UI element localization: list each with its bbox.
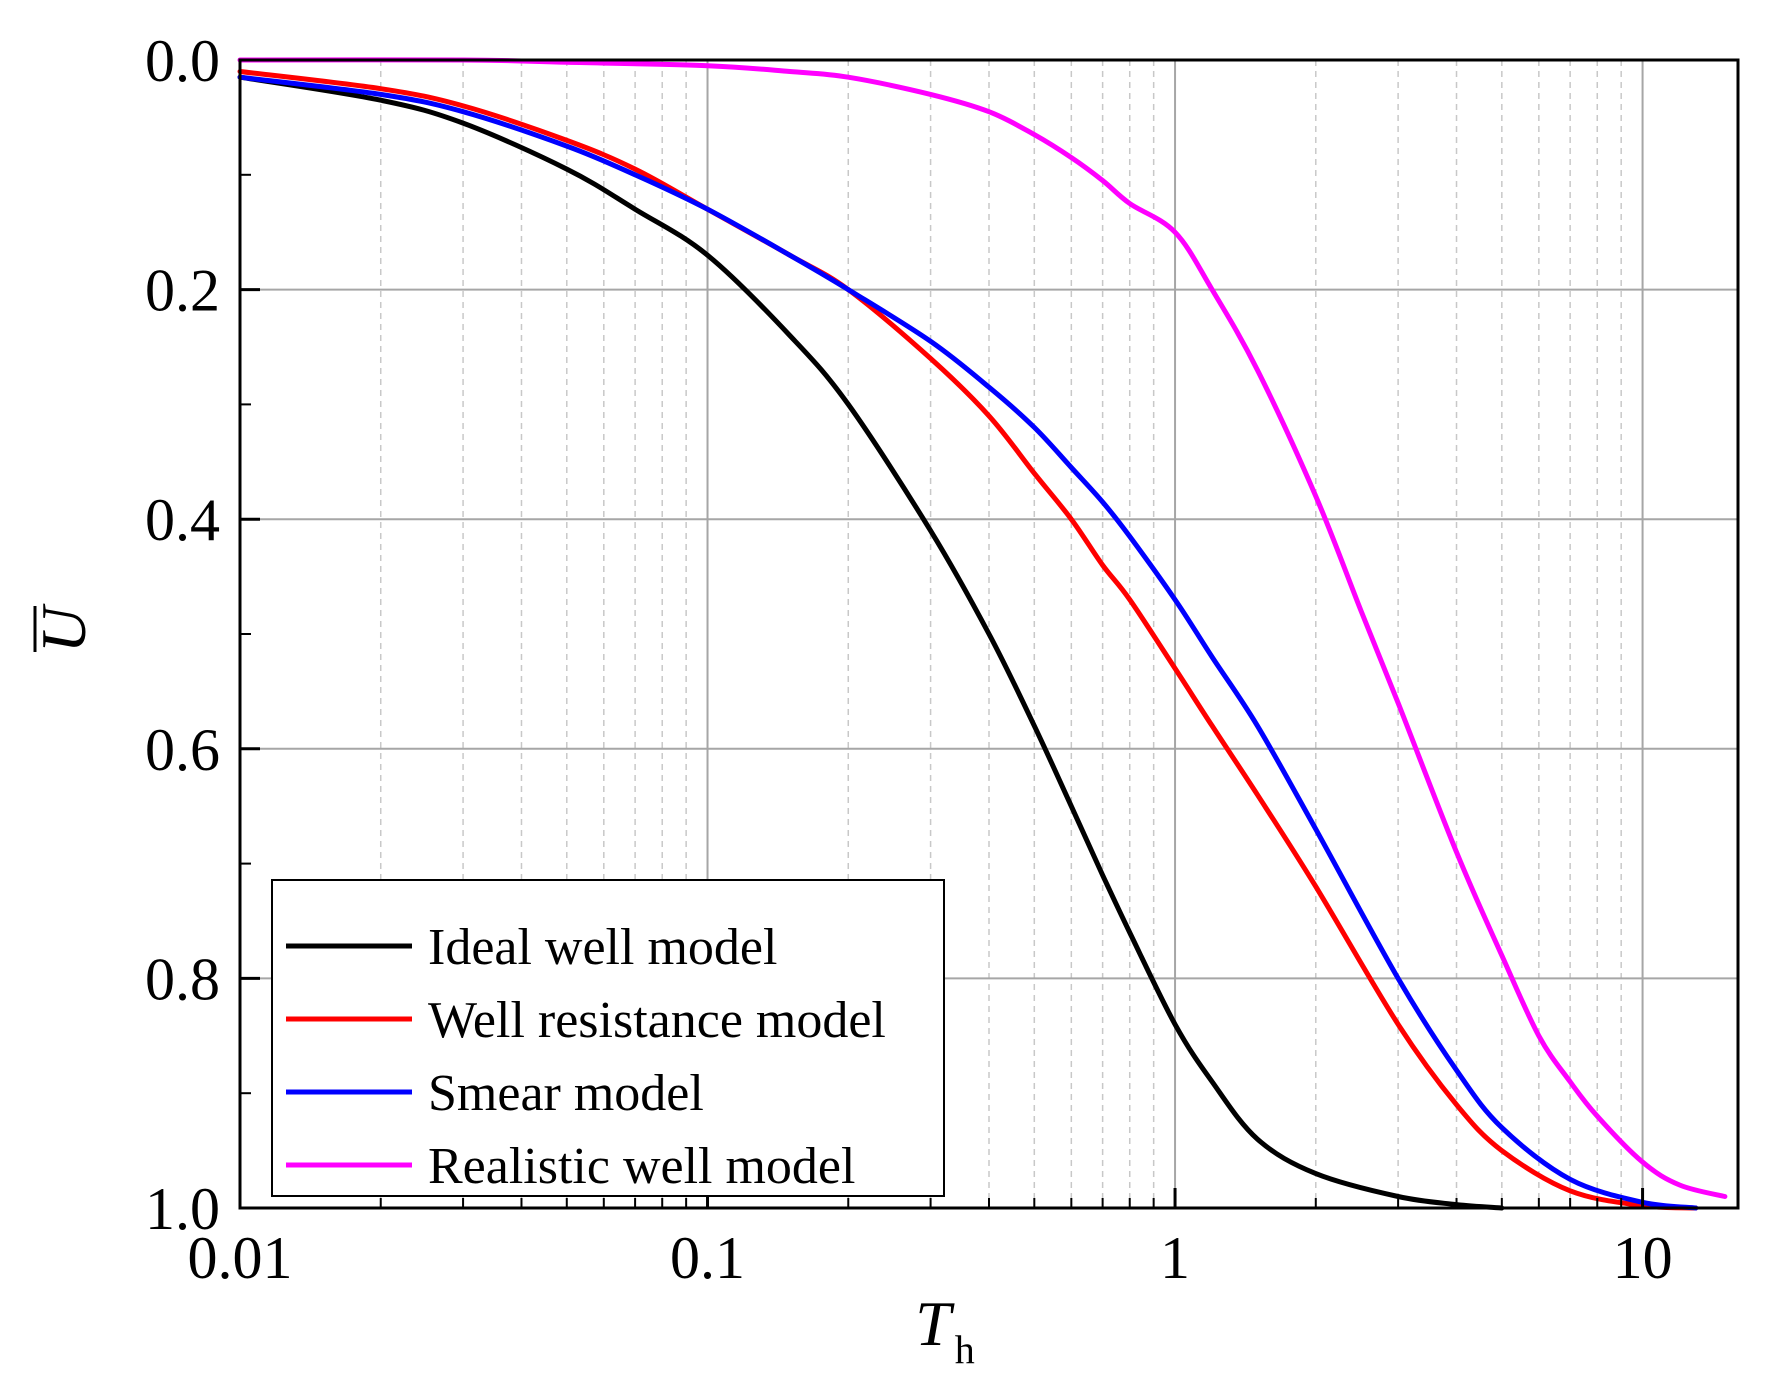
y-tick-label: 0.8 [145,946,220,1012]
ticks: 0.01 0.1 1 10 0.0 0.2 0.4 0.6 0.8 1.0 [145,28,1673,1291]
y-tick-label: 0.4 [145,487,220,553]
y-axis-label: U [28,603,99,653]
y-tick-label: 0.2 [145,258,220,324]
legend-label-realistic-well-model: Realistic well model [428,1138,855,1195]
x-tick-label: 0.1 [670,1225,745,1291]
x-tick-label: 0.01 [188,1225,293,1291]
legend-box [271,879,945,1197]
y-tick-label: 0.6 [145,717,220,783]
series-layer [237,57,1728,1211]
series-line-ideal-well-model [237,74,1505,1211]
legend-label-smear-model: Smear model [428,1065,704,1122]
series-line-realistic-well-model [237,57,1728,1199]
series-line-well-resistance-model [237,69,1699,1211]
x-tick-label: 10 [1613,1225,1673,1291]
x-tick-label: 1 [1160,1225,1190,1291]
legend-label-well-resistance-model: Well resistance model [428,992,886,1049]
y-axis-label-group: U [28,603,99,653]
x-axis-label-subscript: h [955,1327,975,1372]
y-tick-label: 0.0 [145,28,220,94]
legend: Ideal well model Well resistance model Sme… [271,879,945,1197]
y-tick-label: 1.0 [145,1176,220,1242]
series-line-smear-model [237,74,1699,1211]
legend-label-ideal-well-model: Ideal well model [428,919,777,976]
x-axis-label-main: T [915,1288,955,1359]
